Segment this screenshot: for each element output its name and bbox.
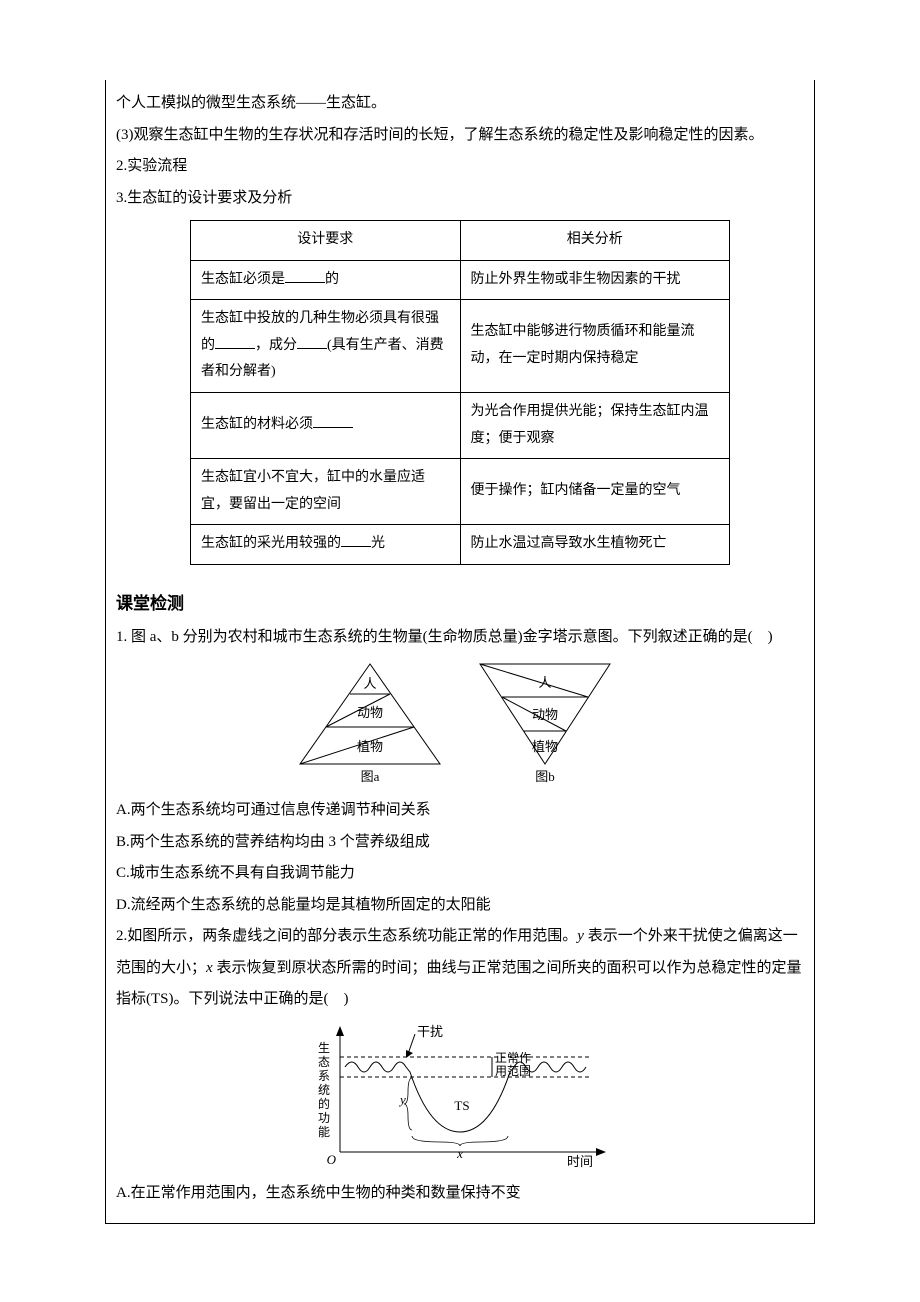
req-cell: 生态缸宜小不宜大，缸中的水量应适宜，要留出一定的空间	[191, 459, 461, 525]
q1-figure: 人 动物 植物 图a 人 动物 植物 图b	[116, 659, 804, 789]
analysis-cell: 防止外界生物或非生物因素的干扰	[460, 260, 730, 300]
lesson-frame: 个人工模拟的微型生态系统——生态缸。 (3)观察生态缸中生物的生存状况和存活时间…	[105, 80, 815, 1224]
y-axis-char3: 系	[318, 1069, 330, 1083]
req-text-post: 光	[371, 536, 385, 551]
req-text-pre: 生态缸的材料必须	[201, 417, 313, 432]
y-axis-char4: 统	[318, 1083, 330, 1097]
label-mid-b: 动物	[532, 707, 558, 722]
blank-input[interactable]	[215, 334, 255, 349]
y-axis-char2: 态	[318, 1055, 330, 1069]
label-bot: 植物	[357, 739, 383, 754]
y-axis-char1: 生	[318, 1041, 330, 1055]
label-top-b: 人	[538, 675, 551, 690]
range-label-1: 正常作	[495, 1051, 531, 1065]
label-top: 人	[363, 676, 376, 691]
req-cell: 生态缸的采光用较强的 光	[191, 525, 461, 565]
req-cell: 生态缸必须是 的	[191, 260, 461, 300]
th-requirement: 设计要求	[191, 221, 461, 261]
req-text-pre: 生态缸的采光用较强的	[201, 536, 341, 551]
range-label-2: 用范围	[495, 1064, 531, 1078]
label-mid: 动物	[357, 705, 383, 720]
quiz-heading: 课堂检测	[116, 589, 804, 614]
q1-option-a[interactable]: A.两个生态系统均可通过信息传递调节种间关系	[116, 795, 804, 827]
req-cell: 生态缸中投放的几种生物必须具有很强的，成分(具有生产者、消费者和分解者)	[191, 300, 461, 393]
table-row: 生态缸的采光用较强的 光 防止水温过高导致水生植物死亡	[191, 525, 730, 565]
q2-x-var: x	[206, 960, 213, 976]
q1-stem-close: )	[768, 629, 773, 645]
q2-figure: O 生 态 系 统 的 功 能 时间 干扰 正常作	[116, 1022, 804, 1172]
q1-option-c[interactable]: C.城市生态系统不具有自我调节能力	[116, 858, 804, 890]
x-axis-label: 时间	[567, 1154, 593, 1169]
req-text-post: 的	[325, 272, 339, 287]
analysis-cell: 防止水温过高导致水生植物死亡	[460, 525, 730, 565]
pyramid-a: 人 动物 植物 图a	[300, 664, 440, 784]
origin-label: O	[327, 1152, 337, 1167]
q1-stem-text: 1. 图 a、b 分别为农村和城市生态系统的生物量(生命物质总量)金字塔示意图。…	[116, 629, 753, 645]
q1-option-b[interactable]: B.两个生态系统的营养结构均由 3 个营养级组成	[116, 827, 804, 859]
flow-label: 2.实验流程	[116, 151, 804, 183]
design-table: 设计要求 相关分析 生态缸必须是 的 防止外界生物或非生物因素的干扰 生态缸中投放…	[190, 220, 730, 565]
y-axis-char7: 能	[318, 1125, 330, 1139]
analysis-cell: 生态缸中能够进行物质循环和能量流动，在一定时期内保持稳定	[460, 300, 730, 393]
pyramid-b: 人 动物 植物 图b	[480, 664, 610, 784]
table-row: 生态缸必须是 的 防止外界生物或非生物因素的干扰	[191, 260, 730, 300]
q1-option-d[interactable]: D.流经两个生态系统的总能量均是其植物所固定的太阳能	[116, 890, 804, 922]
q2-c: 表示恢复到原状态所需的时间；曲线与正常范围之间所夹的面积可以作为总稳定性的定量指…	[116, 960, 801, 1008]
ts-label: TS	[454, 1098, 469, 1113]
analysis-cell: 为光合作用提供光能；保持生态缸内温度；便于观察	[460, 392, 730, 458]
blank-input[interactable]	[285, 268, 325, 283]
q2-stem: 2.如图所示，两条虚线之间的部分表示生态系统功能正常的作用范围。y 表示一个外来…	[116, 921, 804, 1016]
y-label: y	[398, 1092, 406, 1107]
blank-input[interactable]	[341, 532, 371, 547]
analysis-cell: 便于操作；缸内储备一定量的空气	[460, 459, 730, 525]
y-axis-char6: 功	[318, 1111, 330, 1125]
q2-y-var: y	[577, 928, 584, 944]
table-header-row: 设计要求 相关分析	[191, 221, 730, 261]
req-cell: 生态缸的材料必须	[191, 392, 461, 458]
blank-input[interactable]	[297, 334, 327, 349]
label-bot-b: 植物	[532, 739, 558, 754]
stability-chart-svg: O 生 态 系 统 的 功 能 时间 干扰 正常作	[300, 1022, 620, 1172]
x-label: x	[456, 1146, 463, 1161]
q2-d: )	[344, 991, 349, 1007]
table-row: 生态缸宜小不宜大，缸中的水量应适宜，要留出一定的空间 便于操作；缸内储备一定量的…	[191, 459, 730, 525]
y-axis-char5: 的	[318, 1096, 330, 1111]
table-row: 生态缸中投放的几种生物必须具有很强的，成分(具有生产者、消费者和分解者) 生态缸…	[191, 300, 730, 393]
caption-a: 图a	[361, 769, 380, 784]
table-row: 生态缸的材料必须 为光合作用提供光能；保持生态缸内温度；便于观察	[191, 392, 730, 458]
q1-stem: 1. 图 a、b 分别为农村和城市生态系统的生物量(生命物质总量)金字塔示意图。…	[116, 622, 804, 654]
blank-input[interactable]	[313, 413, 353, 428]
caption-b: 图b	[535, 769, 555, 784]
q2-option-a[interactable]: A.在正常作用范围内，生态系统中生物的种类和数量保持不变	[116, 1178, 804, 1210]
th-analysis: 相关分析	[460, 221, 730, 261]
q2-a: 2.如图所示，两条虚线之间的部分表示生态系统功能正常的作用范围。	[116, 928, 577, 944]
req-text-pre: 生态缸必须是	[201, 272, 285, 287]
pyramid-svg: 人 动物 植物 图a 人 动物 植物 图b	[280, 659, 640, 789]
disturb-label: 干扰	[417, 1024, 443, 1039]
intro-line: 个人工模拟的微型生态系统——生态缸。	[116, 88, 804, 120]
req-text-b: ，成分	[255, 338, 297, 353]
design-label: 3.生态缸的设计要求及分析	[116, 183, 804, 215]
item-3: (3)观察生态缸中生物的生存状况和存活时间的长短，了解生态系统的稳定性及影响稳定…	[116, 120, 804, 152]
